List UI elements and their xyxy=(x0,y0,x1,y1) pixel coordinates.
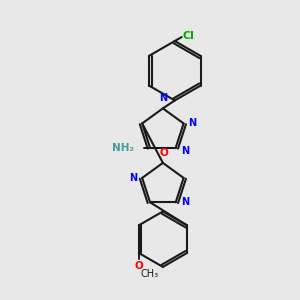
Text: NH₂: NH₂ xyxy=(112,143,134,153)
Text: N: N xyxy=(159,93,167,103)
Text: N: N xyxy=(181,197,189,207)
Text: Cl: Cl xyxy=(183,31,195,41)
Text: CH₃: CH₃ xyxy=(141,269,159,279)
Text: O: O xyxy=(134,261,143,271)
Text: N: N xyxy=(181,146,189,156)
Text: O: O xyxy=(160,148,168,158)
Text: N: N xyxy=(189,118,197,128)
Text: N: N xyxy=(129,173,137,183)
